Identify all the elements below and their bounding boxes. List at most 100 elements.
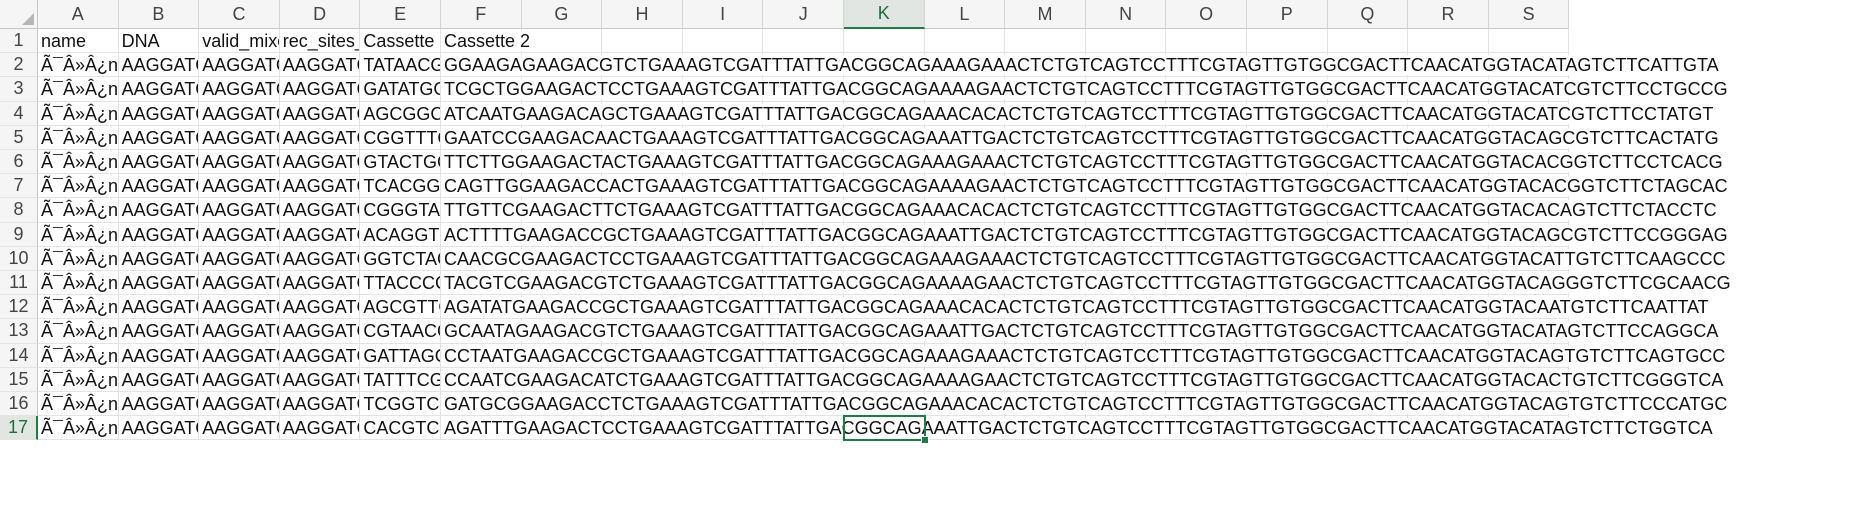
data-cell-e10[interactable]: GGTCTAG/ [360,246,441,271]
cell-h1[interactable] [602,29,683,54]
data-cell-f10[interactable]: CAACGCGAAGACTCCTGAAAGTCGATTTATTGACGGCAGA… [441,246,1728,271]
cell-p1[interactable] [1247,29,1328,54]
cell-o1[interactable] [1166,29,1247,54]
data-cell-a17[interactable]: Ã¯Â»Â¿nar [38,416,119,441]
data-cell-a3[interactable]: Ã¯Â»Â¿nar [38,77,119,102]
row-header-14[interactable]: 14 [0,343,38,368]
cell-n1[interactable] [1085,29,1167,54]
data-cell-f3[interactable]: TCGCTGGAAGACTCCTGAAAGTCGATTTATTGACGGCAGA… [441,77,1730,102]
column-header-g[interactable]: G [521,0,603,29]
data-cell-a2[interactable]: Ã¯Â»Â¿nar [38,53,119,78]
data-cell-e14[interactable]: GATTAGG/ [360,343,441,368]
data-cell-f6[interactable]: TTCTTGGAAGACTACTGAAAGTCGATTTATTGACGGCAGA… [441,150,1725,175]
header-cell-b1[interactable]: DNA [118,29,200,54]
data-cell-e17[interactable]: CACGTCG [360,416,441,441]
column-header-a[interactable]: A [38,0,119,29]
cell-r1[interactable] [1408,29,1489,54]
column-header-j[interactable]: J [763,0,844,29]
data-cell-f17[interactable]: AGATTTGAAGACTCCTGAAAGTCGATTTATTGACGGCAGA… [441,416,1715,441]
header-cell-e1[interactable]: Cassette 1 [360,29,441,54]
fill-handle[interactable] [920,436,929,445]
data-cell-e4[interactable]: AGCGGCG [360,101,441,126]
data-cell-f7[interactable]: CAGTTGGAAGACCACTGAAAGTCGATTTATTGACGGCAGA… [441,174,1730,199]
row-header-4[interactable]: 4 [0,101,38,126]
data-cell-e3[interactable]: GATATGG/ [360,77,441,102]
cell-s1[interactable] [1488,29,1570,54]
data-cell-e12[interactable]: AGCGTTG/ [360,295,441,320]
data-cell-e7[interactable]: TCACGGG [360,174,441,199]
row-header-11[interactable]: 11 [0,271,38,296]
select-all-corner[interactable] [0,0,38,29]
column-header-f[interactable]: F [441,0,522,29]
column-header-n[interactable]: N [1085,0,1167,29]
data-cell-a16[interactable]: Ã¯Â»Â¿nar [38,392,119,417]
data-cell-a6[interactable]: Ã¯Â»Â¿nar [38,150,119,175]
data-cell-e15[interactable]: TATTTCGA [360,367,441,392]
data-cell-a14[interactable]: Ã¯Â»Â¿nar [38,343,119,368]
data-cell-a9[interactable]: Ã¯Â»Â¿nar [38,222,119,247]
cell-i1[interactable] [682,29,764,54]
column-header-i[interactable]: I [682,0,764,29]
header-cell-d1[interactable]: rec_sites_ [279,29,361,54]
cell-q1[interactable] [1327,29,1409,54]
data-cell-a13[interactable]: Ã¯Â»Â¿nar [38,319,119,344]
column-header-q[interactable]: Q [1327,0,1409,29]
data-cell-f12[interactable]: AGATATGAAGACCGCTGAAAGTCGATTTATTGACGGCAGA… [441,295,1711,320]
column-header-e[interactable]: E [360,0,441,29]
data-cell-f5[interactable]: GAATCCGAAGACAACTGAAAGTCGATTTATTGACGGCAGA… [441,125,1721,150]
row-header-1[interactable]: 1 [0,29,38,54]
data-cell-f13[interactable]: GCAATAGAAGACGTCTGAAAGTCGATTTATTGACGGCAGA… [441,319,1721,344]
row-header-9[interactable]: 9 [0,222,38,247]
data-cell-e11[interactable]: TTACCCG/ [360,271,441,296]
data-cell-f15[interactable]: CCAATCGAAGACATCTGAAAGTCGATTTATTGACGGCAGA… [441,367,1726,392]
row-header-16[interactable]: 16 [0,392,38,417]
data-cell-a12[interactable]: Ã¯Â»Â¿nar [38,295,119,320]
row-header-2[interactable]: 2 [0,53,38,78]
column-header-l[interactable]: L [924,0,1006,29]
cell-g1[interactable] [521,29,603,54]
row-header-13[interactable]: 13 [0,319,38,344]
column-header-c[interactable]: C [199,0,280,29]
data-cell-f14[interactable]: CCTAATGAAGACCGCTGAAAGTCGATTTATTGACGGCAGA… [441,343,1728,368]
header-cell-c1[interactable]: valid_mixe [199,29,280,54]
data-cell-e9[interactable]: ACAGGTG. [360,222,441,247]
cell-l1[interactable] [924,29,1006,54]
cell-k1[interactable] [844,29,925,54]
row-header-5[interactable]: 5 [0,125,38,150]
row-header-3[interactable]: 3 [0,77,38,102]
row-header-7[interactable]: 7 [0,174,38,199]
column-header-s[interactable]: S [1488,0,1570,29]
